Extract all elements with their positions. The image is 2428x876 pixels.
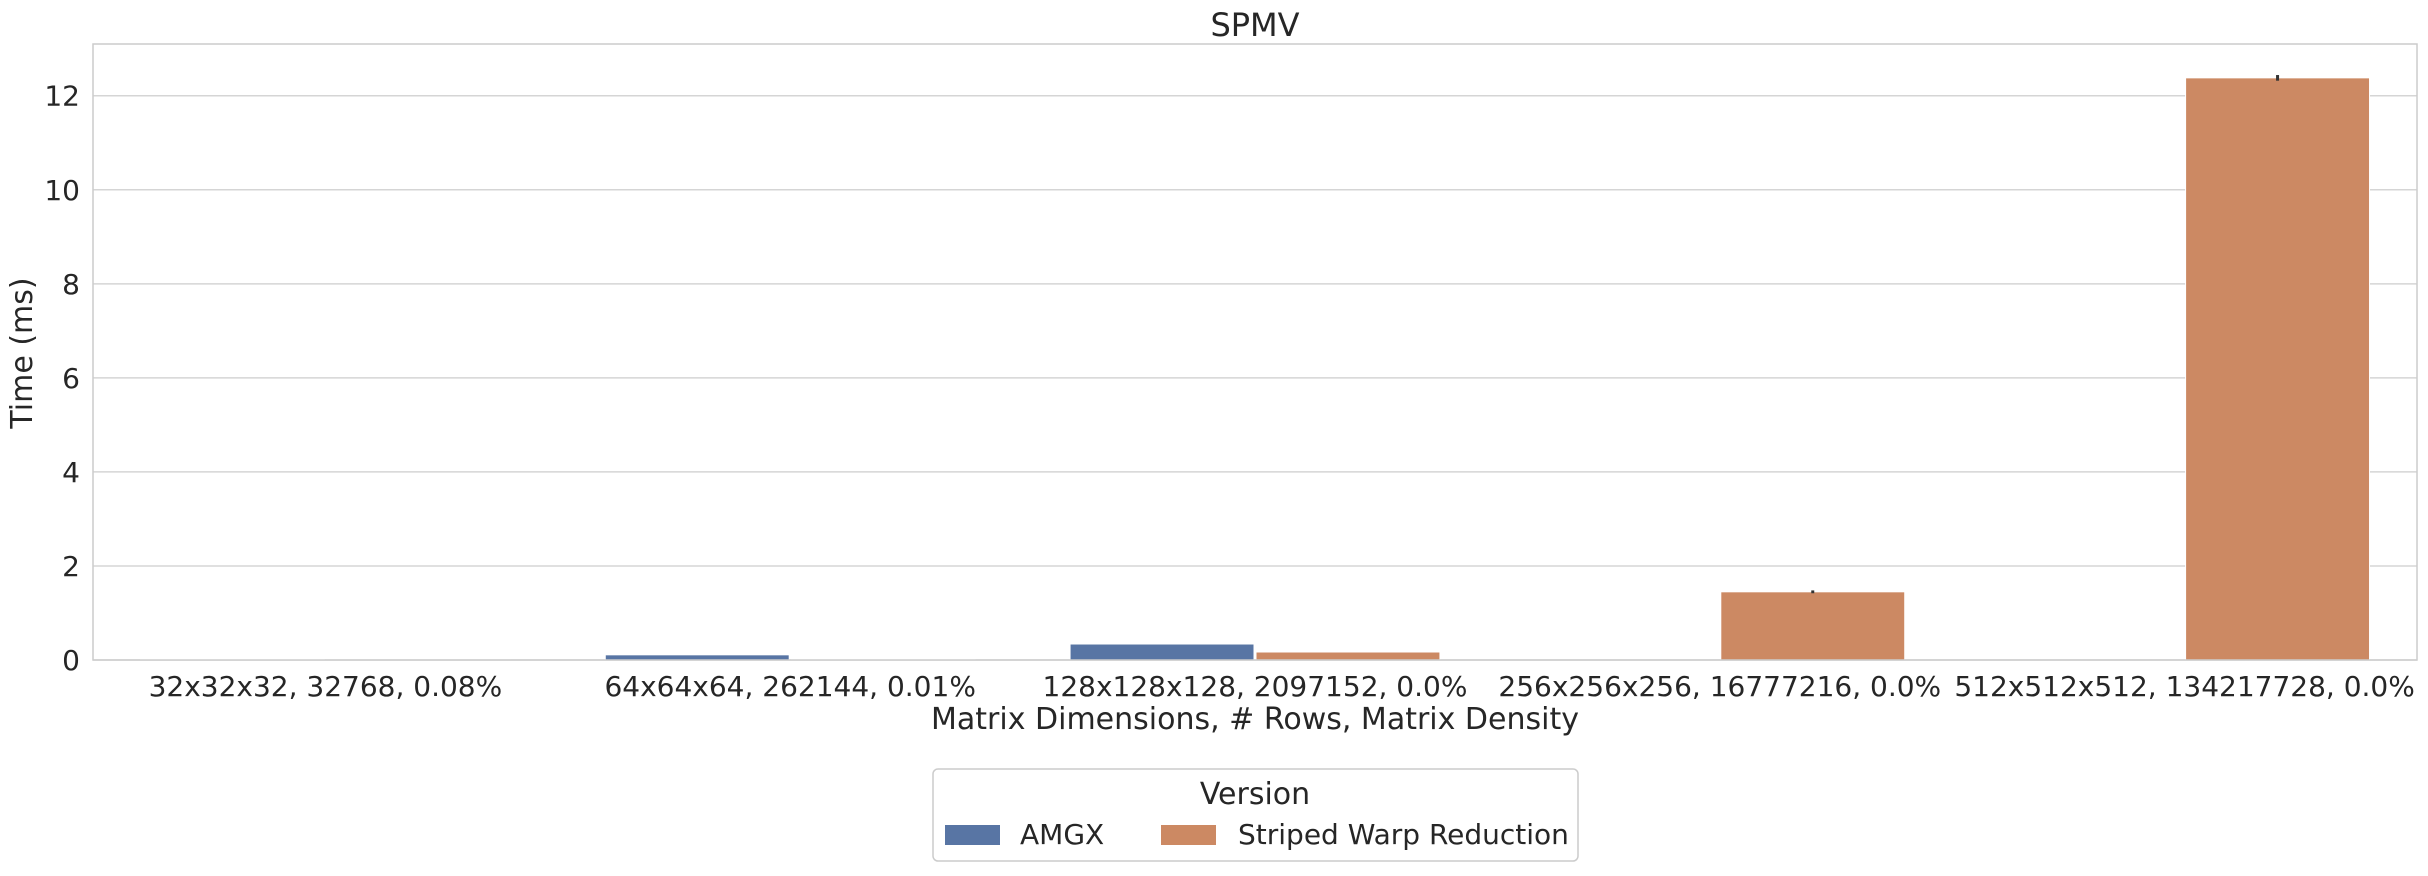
- plot-frame: [93, 44, 2417, 660]
- x-tick-label: 256x256x256, 16777216, 0.0%: [1498, 670, 1941, 703]
- legend-swatch-striped-warp-reduction: [1161, 825, 1216, 845]
- x-tick-label: 64x64x64, 262144, 0.01%: [604, 670, 975, 703]
- y-axis-label: Time (ms): [5, 277, 40, 429]
- y-tick-label: 2: [62, 550, 80, 583]
- y-tick-label: 12: [44, 80, 80, 113]
- bars: [140, 78, 2369, 660]
- legend-title: Version: [1200, 777, 1310, 812]
- y-tick-label: 8: [62, 268, 80, 301]
- bar: [1256, 652, 1440, 660]
- y-tick-labels: 0 2 4 6 8 10 12: [44, 80, 80, 677]
- bar: [605, 655, 789, 660]
- bar: [1070, 644, 1254, 660]
- grid-lines: [93, 96, 2417, 660]
- x-tick-label: 32x32x32, 32768, 0.08%: [149, 670, 503, 703]
- y-tick-label: 10: [44, 174, 80, 207]
- y-tick-label: 6: [62, 362, 80, 395]
- y-tick-label: 4: [62, 456, 80, 489]
- x-axis-label: Matrix Dimensions, # Rows, Matrix Densit…: [931, 702, 1579, 737]
- x-tick-label: 128x128x128, 2097152, 0.0%: [1043, 670, 1468, 703]
- legend-swatch-amgx: [945, 825, 1000, 845]
- chart-title: SPMV: [1210, 6, 1299, 44]
- y-tick-label: 0: [62, 644, 80, 677]
- bar: [2186, 78, 2370, 660]
- legend-label-striped-warp-reduction: Striped Warp Reduction: [1238, 818, 1569, 851]
- x-tick-label: 512x512x512, 134217728, 0.0%: [1954, 670, 2415, 703]
- x-tick-labels: 32x32x32, 32768, 0.08% 64x64x64, 262144, …: [149, 670, 2415, 703]
- legend-label-amgx: AMGX: [1020, 818, 1104, 851]
- bar: [1721, 592, 1905, 660]
- legend: Version AMGX Striped Warp Reduction: [933, 769, 1578, 861]
